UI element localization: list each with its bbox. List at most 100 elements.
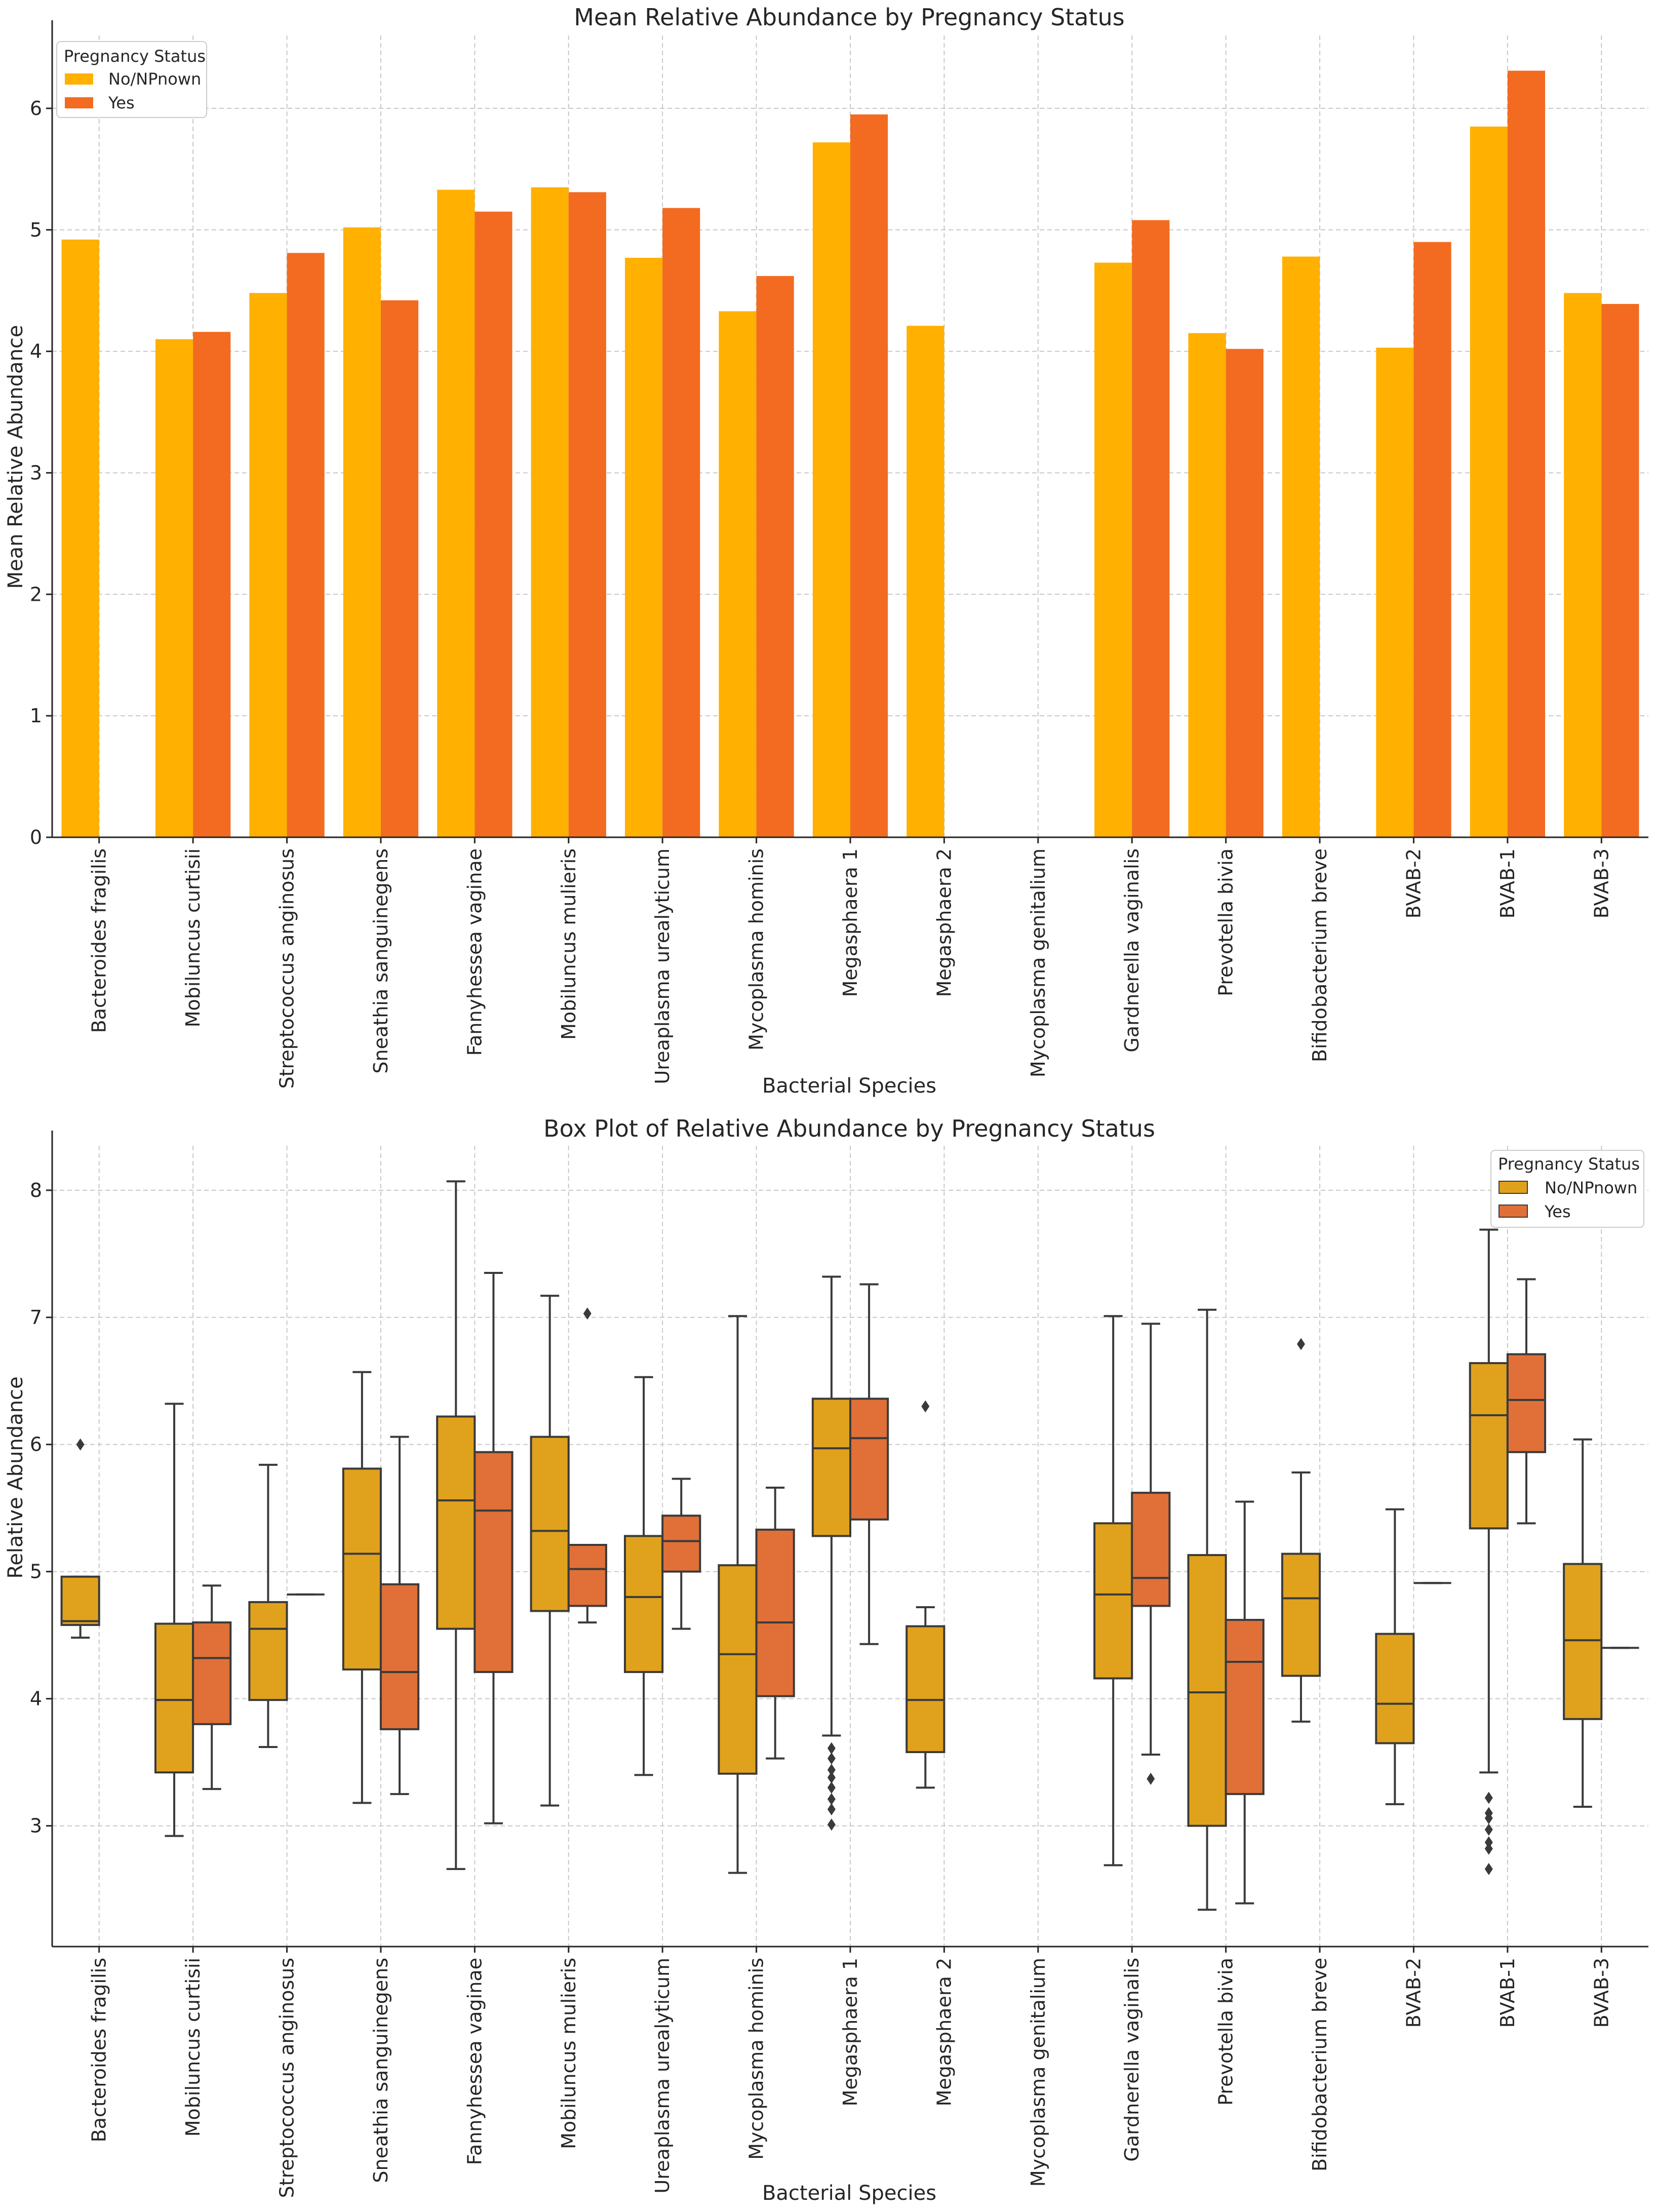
x-tick-label-mycoplasma-hominis: Mycoplasma hominis [745, 1958, 768, 2160]
legend-swatch-yes [65, 97, 93, 108]
box-no-npnown-streptococcus-anginosus [248, 1463, 288, 1749]
bar-no-npnown-megasphaera-2 [906, 326, 944, 837]
x-tick-label-mobiluncus-curtisii: Mobiluncus curtisii [182, 848, 204, 1027]
box-no-npnown-megasphaera-2 [905, 1400, 945, 1789]
bar-yes-ureaplasma-urealyticum [662, 208, 700, 837]
x-tick-label-prevotella-bivia: Prevotella bivia [1215, 1958, 1237, 2106]
box-no-npnown-bifidobacterium-breve [1281, 1338, 1321, 1723]
outlier-point [1484, 1862, 1493, 1875]
legend-frame [1490, 1150, 1644, 1228]
bar-no-npnown-bvab-3 [1564, 293, 1602, 837]
bar-no-npnown-bifidobacterium-breve [1282, 256, 1320, 838]
bar-no-npnown-fannyhessea-vaginae [437, 189, 475, 838]
box-chart: Box Plot of Relative Abundance by Pregna… [4, 1115, 1648, 2205]
box-yes-mycoplasma-hominis [755, 1487, 795, 1760]
x-tick-label-ureaplasma-urealyticum: Ureaplasma urealyticum [651, 848, 674, 1084]
legend-swatch-no [65, 73, 93, 85]
x-tick-label-bvab-2: BVAB-2 [1402, 848, 1425, 918]
bar-no-npnown-ureaplasma-urealyticum [625, 257, 663, 837]
bar-chart-axes: 0 1 2 3 4 5 6 Bacteroides fragilis Mobiluncus cu… [30, 20, 1648, 1089]
x-tick-label-bacteroides-fragilis: Bacteroides fragilis [88, 848, 110, 1033]
box-body [1187, 1554, 1227, 1827]
x-tick-label-sneathia-sanguinegens: Sneathia sanguinegens [370, 848, 392, 1074]
x-tick-label-bifidobacterium-breve: Bifidobacterium breve [1309, 1958, 1331, 2171]
y-tick-label: 4 [30, 1688, 42, 1710]
outlier-point [827, 1781, 836, 1794]
box-yes-prevotella-bivia [1225, 1500, 1265, 1905]
bar-yes-sneathia-sanguinegens [380, 300, 419, 838]
y-tick-label: 6 [30, 1433, 42, 1456]
box-chart-grid [52, 1146, 1648, 1947]
box-no-npnown-fannyhessea-vaginae [436, 1180, 476, 1870]
y-tick-label: 1 [30, 705, 42, 727]
box-yes-bvab-1 [1506, 1278, 1547, 1525]
box-no-npnown-bvab-2 [1375, 1508, 1415, 1805]
bar-no-npnown-streptococcus-anginosus [249, 293, 287, 837]
outlier-point [921, 1400, 930, 1413]
outlier-point [1484, 1812, 1493, 1825]
bar-yes-megasphaera-1 [850, 114, 888, 838]
outlier-point [827, 1771, 836, 1784]
box-body [755, 1528, 795, 1697]
legend-swatch-yes [1499, 1205, 1528, 1218]
legend-label-yes: Yes [1544, 1202, 1571, 1221]
x-tick-label-mycoplasma-genitalium: Mycoplasma genitalium [1027, 848, 1049, 1077]
bar-no-npnown-prevotella-bivia [1188, 333, 1226, 837]
bar-yes-bvab-2 [1413, 242, 1451, 837]
bar-yes-mycoplasma-hominis [756, 276, 794, 837]
x-tick-label-mobiluncus-curtisii: Mobiluncus curtisii [182, 1958, 204, 2137]
box-body [905, 1625, 945, 1754]
box-chart-boxes [60, 1180, 1639, 1911]
y-tick-label: 2 [30, 583, 42, 605]
legend-swatch-no [1499, 1181, 1528, 1194]
x-tick-label-megasphaera-1: Megasphaera 1 [839, 1958, 861, 2106]
box-yes-mobiluncus-mulieris [567, 1307, 607, 1624]
box-no-npnown-bacteroides-fragilis [60, 1438, 100, 1639]
outlier-point [827, 1752, 836, 1765]
box-body [192, 1621, 232, 1725]
box-yes-fannyhessea-vaginae [474, 1271, 514, 1825]
x-tick-label-bvab-1: BVAB-1 [1496, 848, 1519, 918]
bar-no-npnown-bvab-2 [1376, 347, 1414, 837]
box-body [624, 1535, 664, 1673]
bar-no-npnown-sneathia-sanguinegens [343, 227, 381, 838]
outlier-point [1296, 1338, 1305, 1350]
bar-chart-title: Mean Relative Abundance by Pregnancy Sta… [574, 4, 1124, 31]
y-tick-label: 4 [30, 340, 42, 363]
x-tick-label-megasphaera-1: Megasphaera 1 [839, 848, 861, 997]
x-tick-label-bvab-3: BVAB-3 [1590, 848, 1612, 918]
bar-yes-gardnerella-vaginalis [1132, 220, 1170, 837]
bar-no-npnown-mycoplasma-hominis [719, 311, 757, 837]
box-chart-title: Box Plot of Relative Abundance by Pregna… [543, 1115, 1155, 1142]
y-tick-label: 6 [30, 97, 42, 120]
box-chart-xlabel: Bacterial Species [762, 2182, 936, 2205]
bar-no-npnown-mobiluncus-mulieris [531, 187, 569, 838]
x-tick-label-megasphaera-2: Megasphaera 2 [933, 1958, 955, 2106]
outlier-point [1484, 1823, 1493, 1836]
x-tick-label-mycoplasma-genitalium: Mycoplasma genitalium [1027, 1958, 1049, 2187]
box-chart-ylabel: Relative Abundance [4, 1376, 27, 1578]
x-tick-label-mobiluncus-mulieris: Mobiluncus mulieris [558, 1958, 580, 2149]
box-body [474, 1451, 514, 1673]
box-no-npnown-bvab-1 [1469, 1228, 1509, 1875]
bar-no-npnown-bacteroides-fragilis [61, 239, 99, 838]
box-yes-gardnerella-vaginalis [1131, 1323, 1171, 1785]
x-tick-label-fannyhessea-vaginae: Fannyhessea vaginae [463, 848, 486, 1056]
box-body [811, 1398, 852, 1537]
outlier-point [1484, 1792, 1493, 1804]
box-yes-mobiluncus-curtisii [192, 1584, 232, 1790]
bar-yes-mobiluncus-curtisii [193, 332, 231, 837]
box-body [379, 1583, 420, 1730]
legend-label-no: No/NPnown [1545, 1178, 1637, 1197]
box-body [1563, 1563, 1603, 1720]
y-tick-label: 5 [30, 219, 42, 241]
y-tick-label: 3 [30, 461, 42, 484]
x-tick-label-streptococcus-anginosus: Streptococcus anginosus [276, 848, 298, 1089]
outlier-point [827, 1742, 836, 1755]
x-tick-label-fannyhessea-vaginae: Fannyhessea vaginae [463, 1958, 486, 2165]
box-no-npnown-bvab-3 [1563, 1438, 1603, 1808]
y-tick-label: 5 [30, 1561, 42, 1583]
legend-label-no: No/NPnown [108, 69, 201, 89]
x-tick-label-bvab-1: BVAB-1 [1496, 1958, 1519, 2028]
bar-chart-bars [61, 70, 1639, 838]
